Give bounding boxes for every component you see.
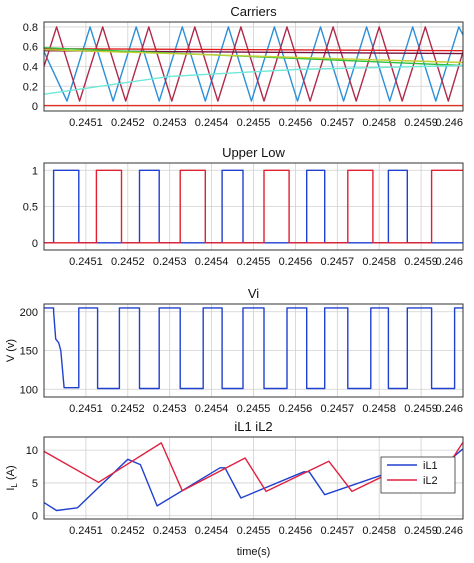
- x-tick-label: 0.2456: [279, 256, 313, 268]
- x-tick-label: 0.2453: [153, 256, 187, 268]
- plot-frame: [43, 303, 464, 398]
- x-tick-label: 0.2456: [279, 403, 313, 415]
- x-tick-label: 0.2457: [320, 256, 354, 268]
- x-tick-label: 0.2452: [111, 117, 145, 129]
- x-tick-label: 0.2452: [111, 525, 145, 537]
- y-tick-label: 0.5: [23, 202, 38, 214]
- x-tick-label: 0.2455: [237, 256, 271, 268]
- plot-frame: [43, 162, 464, 251]
- x-axis-label: time(s): [237, 546, 271, 558]
- chart-upper-low: 0.2451 0.2452 0.2453 0.2454 0.2455 0.2456 0.24…: [23, 145, 464, 268]
- chart-title: Carriers: [230, 4, 277, 19]
- series-line-0: [44, 307, 463, 390]
- plot-frame: [43, 436, 464, 520]
- y-tick-label: 0.2: [23, 81, 38, 93]
- y-tick-label: 0.6: [23, 42, 38, 54]
- series-group: [44, 26, 463, 107]
- y-tick-label: 10: [26, 445, 38, 457]
- y-tick-label: 0: [32, 511, 38, 523]
- x-tick-label: 0.2455: [237, 525, 271, 537]
- y-tick-label: 1: [32, 165, 38, 177]
- y-tick-label: 100: [20, 384, 38, 396]
- y-tick-label: 0: [32, 238, 38, 250]
- x-tick-label: 0.2455: [237, 117, 271, 129]
- x-tick-label: 0.2459: [404, 256, 438, 268]
- series-group: [44, 307, 463, 390]
- x-tick-label: 0.246: [435, 256, 463, 268]
- series-line-6: [44, 64, 463, 95]
- x-tick-label: 0.2451: [69, 117, 103, 129]
- y-tick-label: 0.4: [23, 62, 38, 74]
- x-tick-label: 0.2458: [362, 256, 396, 268]
- x-tick-label: 0.2456: [279, 117, 313, 129]
- x-tick-label: 0.2451: [69, 256, 103, 268]
- x-tick-label: 0.2459: [404, 525, 438, 537]
- chart-vi: 0.2451 0.2452 0.2453 0.2454 0.2455 0.2456 0.24…: [5, 286, 464, 415]
- series-group: [44, 169, 463, 244]
- y-tick-label: 0: [32, 101, 38, 113]
- series-line-1: [44, 169, 463, 244]
- chart-il1-il2: 0.2451 0.2452 0.2453 0.2454 0.2455 0.2456 0.24…: [5, 419, 464, 558]
- series-line-0: [44, 26, 463, 102]
- chart-title: Vi: [248, 286, 259, 301]
- x-tick-label: 0.2457: [320, 403, 354, 415]
- y-tick-label: 5: [32, 478, 38, 490]
- x-tick-label: 0.246: [435, 403, 463, 415]
- x-tick-label: 0.2452: [111, 403, 145, 415]
- legend-label: iL2: [423, 475, 438, 487]
- series-line-5: [44, 49, 463, 64]
- y-tick-label: 150: [20, 346, 38, 358]
- x-tick-label: 0.2451: [69, 403, 103, 415]
- x-tick-label: 0.2454: [195, 256, 229, 268]
- x-tick-label: 0.2458: [362, 525, 396, 537]
- y-tick-label: 0.8: [23, 22, 38, 34]
- series-line-0: [44, 169, 463, 244]
- y-axis-label: V (v): [5, 339, 17, 362]
- chart-carriers: 0.2451 0.2452 0.2453 0.2454 0.2455 0.2456 0.24…: [23, 4, 464, 129]
- chart-title: iL1 iL2: [234, 419, 272, 434]
- x-tick-label: 0.2456: [279, 525, 313, 537]
- y-axis-label: IL (A): [5, 465, 19, 490]
- x-tick-label: 0.246: [435, 525, 463, 537]
- x-tick-label: 0.2457: [320, 117, 354, 129]
- y-tick-label: 200: [20, 307, 38, 319]
- x-tick-label: 0.2458: [362, 403, 396, 415]
- x-tick-label: 0.2458: [362, 117, 396, 129]
- series-line-3: [44, 48, 463, 52]
- x-tick-label: 0.2454: [195, 117, 229, 129]
- plot-frame: [43, 21, 464, 112]
- x-tick-label: 0.2459: [404, 403, 438, 415]
- x-tick-label: 0.2453: [153, 403, 187, 415]
- legend-box: [380, 456, 456, 494]
- series-line-1: [44, 26, 463, 102]
- x-tick-label: 0.2451: [69, 525, 103, 537]
- x-tick-label: 0.2454: [195, 525, 229, 537]
- legend-label: iL1: [423, 460, 438, 472]
- x-tick-label: 0.2452: [111, 256, 145, 268]
- x-tick-label: 0.2459: [404, 117, 438, 129]
- chart-title: Upper Low: [222, 145, 285, 160]
- x-tick-label: 0.246: [435, 117, 463, 129]
- x-tick-label: 0.2453: [153, 117, 187, 129]
- x-tick-label: 0.2454: [195, 403, 229, 415]
- x-tick-label: 0.2455: [237, 403, 271, 415]
- x-tick-label: 0.2457: [320, 525, 354, 537]
- x-tick-label: 0.2453: [153, 525, 187, 537]
